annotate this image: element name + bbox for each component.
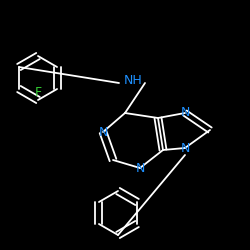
Text: N: N — [180, 106, 190, 120]
Text: N: N — [180, 142, 190, 154]
Text: NH: NH — [124, 74, 142, 86]
Text: F: F — [34, 86, 42, 98]
Text: N: N — [98, 126, 108, 138]
Text: N: N — [135, 162, 145, 174]
